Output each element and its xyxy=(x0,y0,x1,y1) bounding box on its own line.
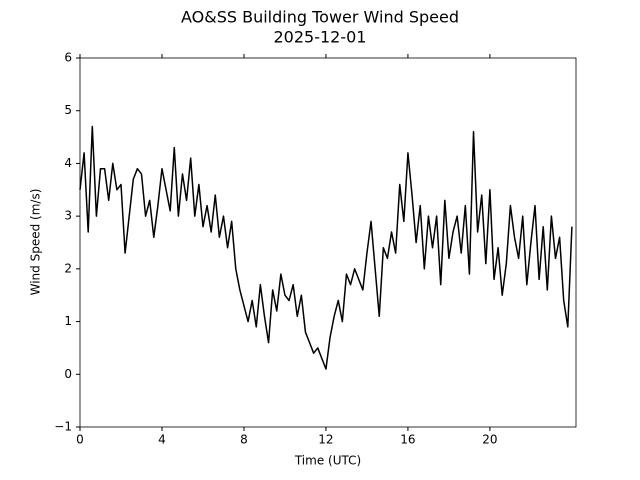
y-tick-label: 3 xyxy=(64,209,72,223)
y-tick-label: 5 xyxy=(64,103,72,117)
x-tick-label: 20 xyxy=(482,433,497,447)
y-tick-label: 4 xyxy=(64,156,72,170)
y-tick-label: 6 xyxy=(64,51,72,65)
wind-speed-line xyxy=(79,125,573,370)
y-tick-label: 2 xyxy=(64,261,72,275)
plot-frame xyxy=(79,57,577,428)
x-axis-label: Time (UTC) xyxy=(294,454,361,468)
x-tick-label: 16 xyxy=(400,433,415,447)
y-tick-label: −1 xyxy=(54,420,72,434)
x-tick-label: 8 xyxy=(240,433,248,447)
y-tick-label: 0 xyxy=(64,367,72,381)
chart-subtitle: 2025-12-01 xyxy=(274,28,367,47)
y-axis-label: Wind Speed (m/s) xyxy=(29,189,43,296)
x-tick-label: 0 xyxy=(76,433,84,447)
x-tick-label: 4 xyxy=(158,433,166,447)
y-tick-label: 1 xyxy=(64,314,72,328)
x-tick-label: 12 xyxy=(318,433,333,447)
chart-title: AO&SS Building Tower Wind Speed xyxy=(181,8,459,27)
